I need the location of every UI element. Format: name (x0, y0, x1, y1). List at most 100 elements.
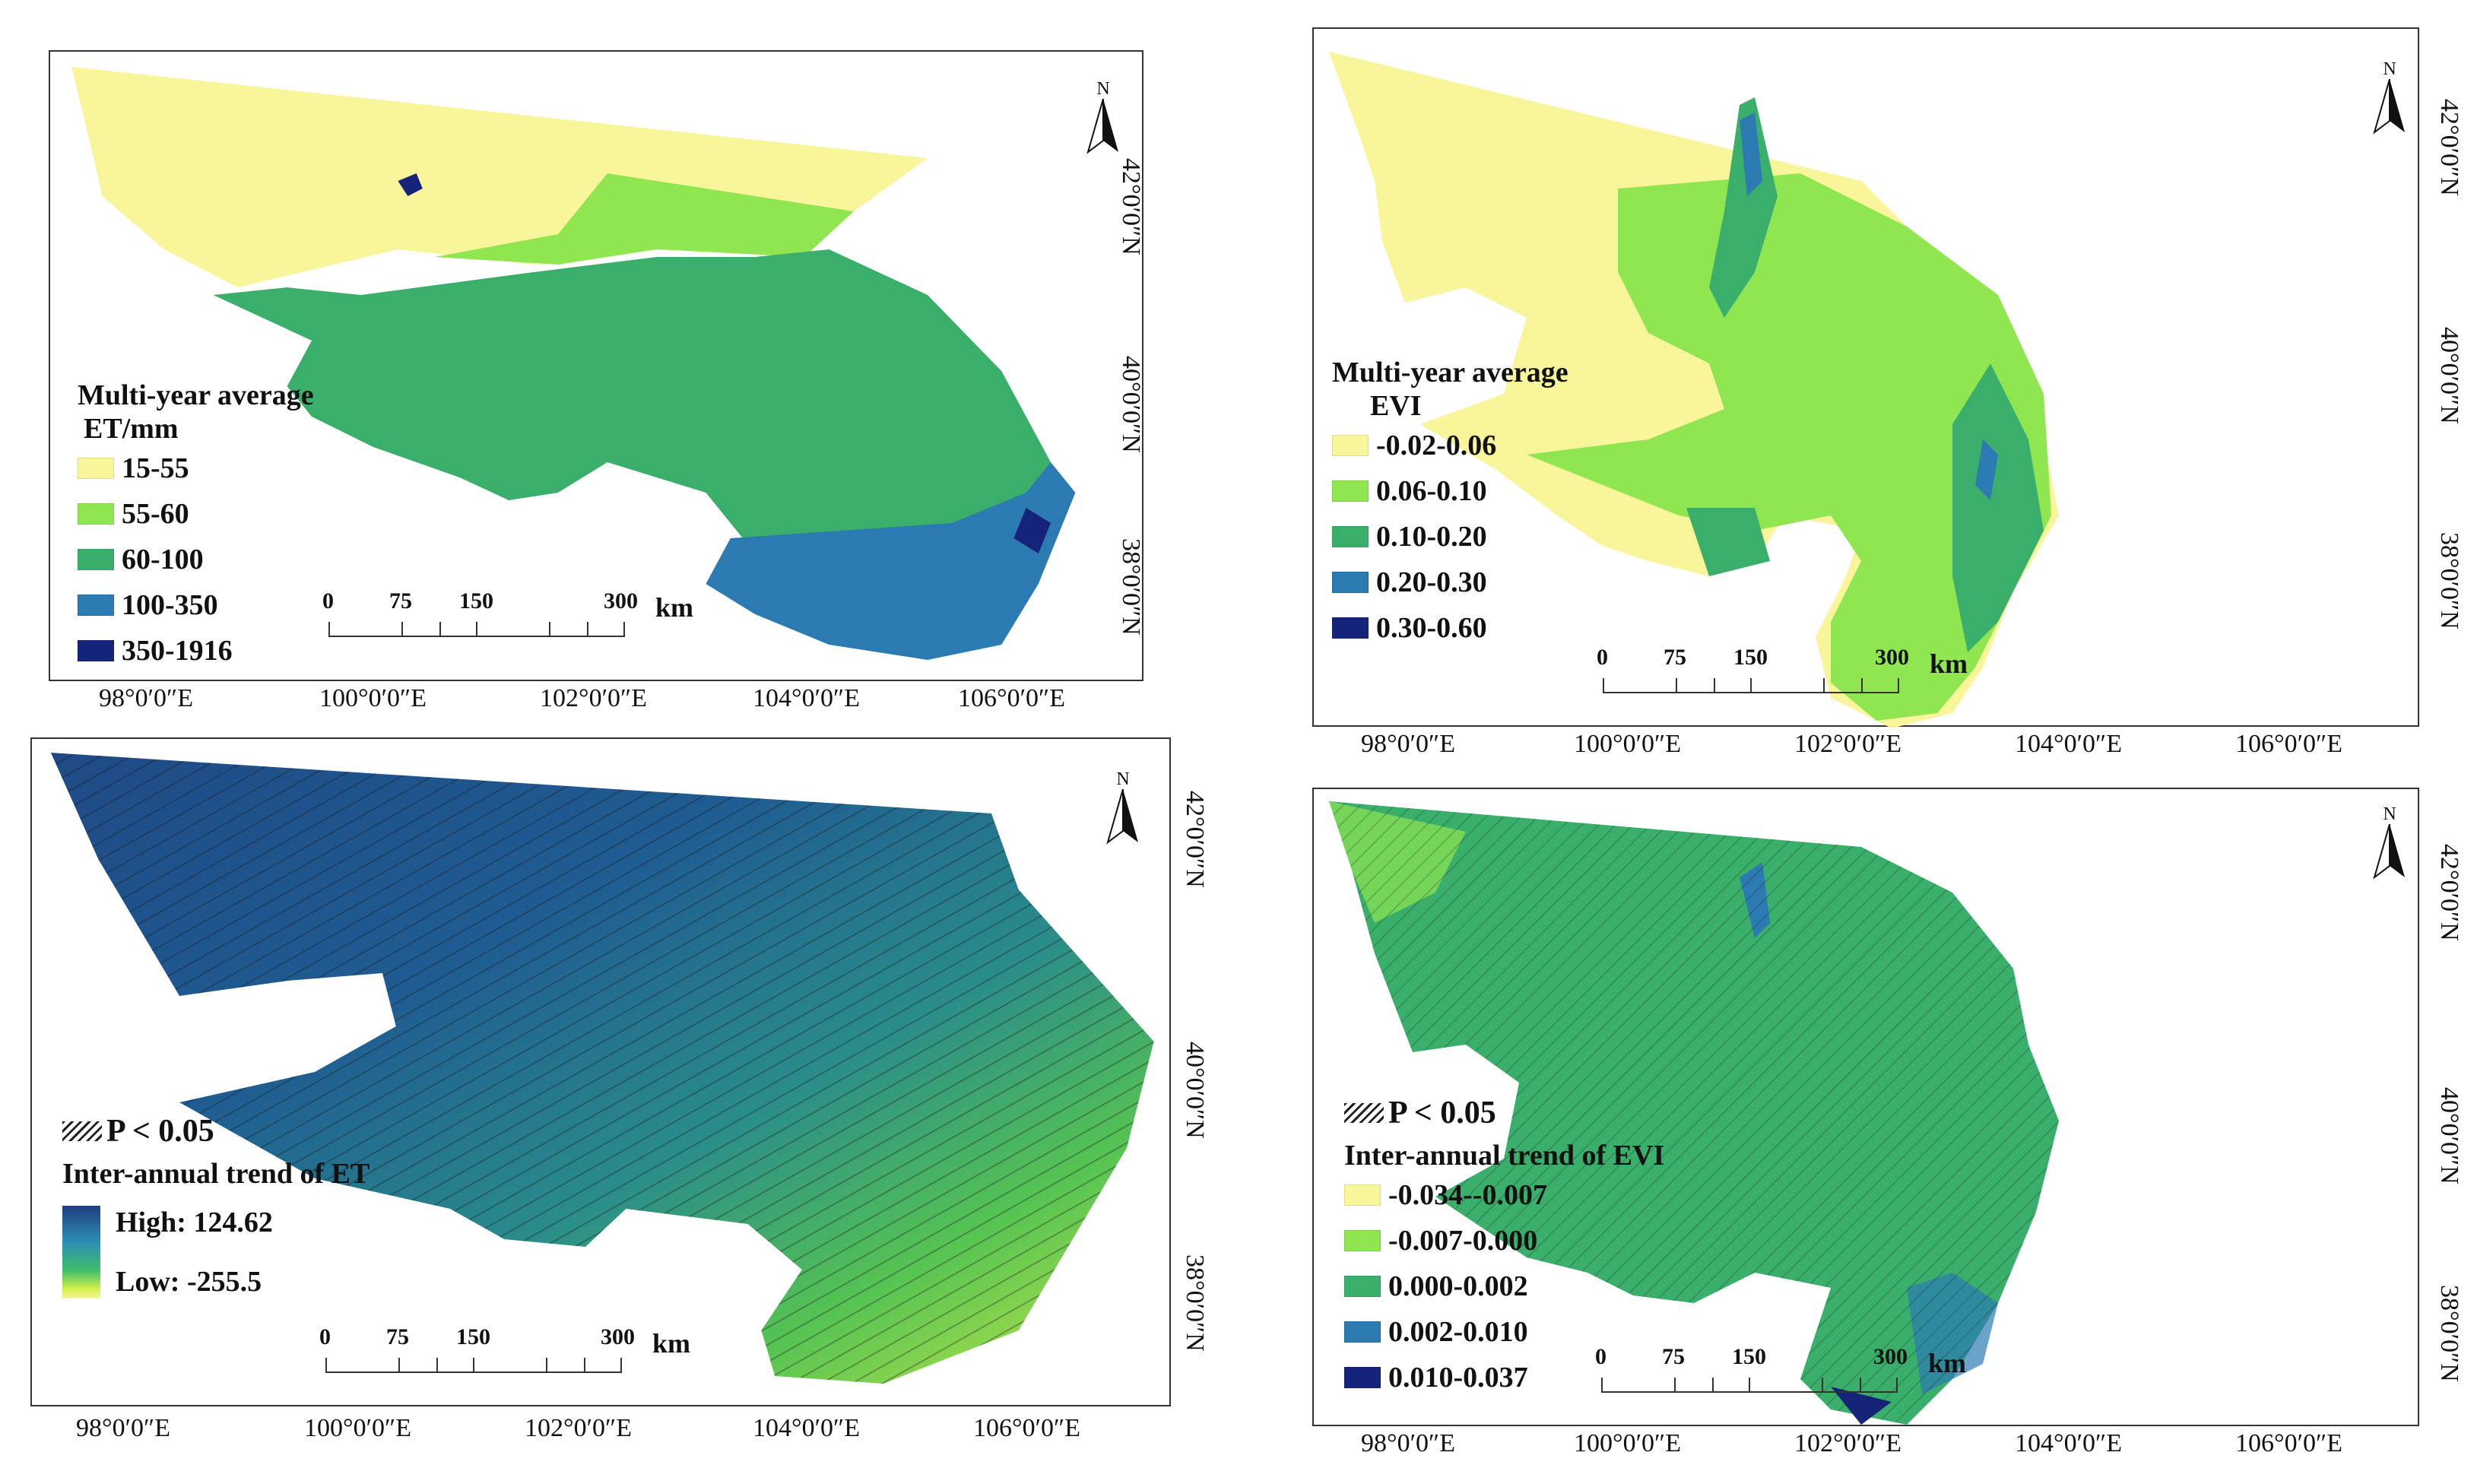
lon-label-102: 102°0′0″E (1794, 1429, 1901, 1457)
north-arrow-icon (1086, 99, 1118, 154)
legend-swatch (1332, 435, 1369, 456)
legend-item: 0.10-0.20 (1332, 514, 1568, 560)
legend-high: High: 124.62 (116, 1207, 273, 1238)
lon-label-100: 100°0′0″E (319, 684, 427, 712)
legend-title: Inter-annual trend of ET (62, 1158, 370, 1190)
legend-item: -0.02-0.06 (1332, 423, 1568, 468)
legend-swatch (78, 595, 114, 616)
legend-swatch (78, 640, 114, 661)
lat-label-38: 38°0′0″N (1117, 538, 1145, 636)
legend-item: 0.30-0.60 (1332, 605, 1568, 651)
scale-label-0: 0 (322, 588, 334, 614)
panel-d-evi-trend: N P < 0.05 Inter-annual trend of EVI -0.… (1312, 788, 2419, 1426)
scale-label-75: 75 (386, 1324, 409, 1349)
scale-bar: 0 75 150 300 km (1595, 1344, 1966, 1397)
scale-label-300: 300 (1873, 1344, 1908, 1369)
legend-title: Multi-year average (78, 379, 314, 411)
lon-label-98: 98°0′0″E (99, 684, 193, 712)
north-arrow: N (2371, 59, 2409, 143)
legend-subtitle: ET/mm (84, 413, 179, 445)
scale-bar: 0 75 150 300 km (319, 1324, 690, 1378)
north-label: N (2383, 804, 2396, 824)
legend-item: 0.20-0.30 (1332, 560, 1568, 605)
lon-label-106: 106°0′0″E (958, 684, 1065, 712)
lon-label-104: 104°0′0″E (753, 684, 860, 712)
legend-item: 15-55 (78, 446, 314, 491)
lat-label-42: 42°0′0″N (1117, 158, 1145, 255)
map-et-trend (50, 753, 1154, 1384)
scale-unit: km (655, 592, 694, 623)
scale-unit: km (1930, 648, 1968, 679)
scale-line (1601, 1378, 1898, 1393)
panel-a-et-average: N Multi-year average ET/mm 15-55 55-60 6… (49, 50, 1145, 681)
lat-label-38: 38°0′0″N (1181, 1254, 1209, 1352)
lon-label-98: 98°0′0″E (1361, 730, 1455, 758)
scale-label-75: 75 (1664, 645, 1686, 670)
scale-label-0: 0 (1595, 1344, 1607, 1369)
legend-evi-trend: P < 0.05 Inter-annual trend of EVI -0.03… (1344, 1093, 1664, 1400)
scale-label-300: 300 (604, 588, 638, 614)
scale-label-150: 150 (1733, 645, 1768, 670)
lon-label-100: 100°0′0″E (304, 1414, 411, 1442)
scale-label-75: 75 (389, 588, 412, 614)
lat-label-40: 40°0′0″N (1181, 1042, 1209, 1139)
lon-label-106: 106°0′0″E (973, 1414, 1080, 1442)
legend-swatch (1344, 1230, 1381, 1251)
panel-b-evi-average: N Multi-year average EVI -0.02-0.06 0.06… (1312, 27, 2419, 728)
lat-label-42: 42°0′0″N (2435, 844, 2463, 941)
lon-label-100: 100°0′0″E (1574, 1429, 1681, 1457)
legend-item: 55-60 (78, 491, 314, 537)
legend-evi-average: Multi-year average EVI -0.02-0.06 0.06-0… (1332, 356, 1568, 651)
north-arrow-icon (1106, 789, 1138, 845)
legend-item: 0.06-0.10 (1332, 468, 1568, 514)
legend-swatch (1332, 572, 1369, 593)
scale-bar: 0 75 150 300 km (1597, 645, 1968, 698)
legend-item: 100-350 (78, 582, 314, 628)
legend-low: Low: -255.5 (116, 1266, 262, 1298)
lon-label-102: 102°0′0″E (1794, 730, 1901, 758)
lon-label-98: 98°0′0″E (76, 1414, 170, 1442)
scale-label-300: 300 (601, 1324, 635, 1349)
north-arrow: N (1104, 769, 1142, 853)
north-arrow: N (2371, 804, 2409, 888)
hatch-icon (62, 1121, 102, 1141)
north-arrow: N (1084, 79, 1122, 163)
scale-label-300: 300 (1875, 645, 1909, 670)
scale-label-150: 150 (456, 1324, 490, 1349)
legend-item: -0.007-0.000 (1344, 1218, 1664, 1264)
panel-c-et-trend: N P < 0.05 Inter-annual trend of ET High… (30, 737, 1171, 1406)
significance-item: P < 0.05 (62, 1111, 370, 1151)
lon-label-102: 102°0′0″E (525, 1414, 632, 1442)
north-label: N (1096, 79, 1110, 99)
scale-bar: 0 75 150 300 km (322, 588, 693, 642)
lat-label-40: 40°0′0″N (2435, 327, 2463, 424)
legend-title: Multi-year average (1332, 357, 1568, 388)
lat-label-38: 38°0′0″N (2435, 1285, 2463, 1382)
lon-label-98: 98°0′0″E (1361, 1429, 1455, 1457)
legend-swatch (1332, 480, 1369, 502)
gradient-bar (62, 1206, 100, 1298)
legend-item: 60-100 (78, 537, 314, 582)
scale-line (325, 1358, 622, 1373)
scale-label-0: 0 (1597, 645, 1608, 670)
lon-label-106: 106°0′0″E (2235, 1429, 2342, 1457)
legend-swatch (78, 458, 114, 479)
scale-line (1603, 678, 1899, 693)
legend-swatch (78, 503, 114, 525)
lon-label-106: 106°0′0″E (2235, 730, 2342, 758)
legend-swatch (1344, 1321, 1381, 1343)
lat-label-42: 42°0′0″N (2435, 99, 2463, 196)
lat-label-38: 38°0′0″N (2435, 532, 2463, 629)
legend-swatch (78, 549, 114, 570)
legend-et-trend: P < 0.05 Inter-annual trend of ET High: … (62, 1111, 370, 1298)
legend-swatch (1332, 526, 1369, 547)
legend-item: 0.000-0.002 (1344, 1264, 1664, 1309)
map-et-average (71, 67, 1076, 660)
lon-label-104: 104°0′0″E (2015, 730, 2122, 758)
north-label: N (2383, 59, 2396, 79)
legend-item: 350-1916 (78, 628, 314, 674)
lon-label-102: 102°0′0″E (540, 684, 647, 712)
legend-swatch (1344, 1184, 1381, 1206)
legend-swatch (1332, 617, 1369, 639)
hatch-icon (1344, 1103, 1384, 1123)
